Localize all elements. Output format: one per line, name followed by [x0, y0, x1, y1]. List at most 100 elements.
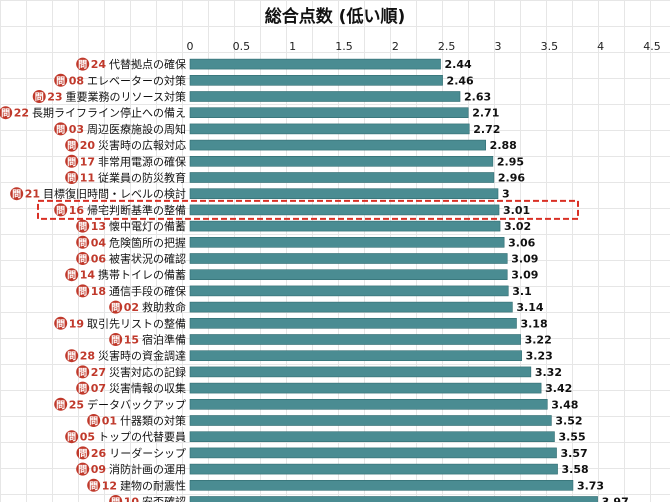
- category-label: 災害対応の記録: [109, 365, 186, 379]
- x-tick-label: 0.5: [233, 40, 251, 53]
- bar: [189, 91, 461, 102]
- category-label: 重要業務のリソース対策: [66, 90, 186, 104]
- category-label: 非常用電源の確保: [98, 154, 186, 168]
- category-label: 被害状況の確認: [109, 252, 186, 266]
- bar: [189, 301, 513, 313]
- question-number: 08: [69, 74, 84, 87]
- data-label: 2.71: [472, 107, 499, 120]
- x-tick-label: 2: [392, 40, 399, 53]
- chart-title: 総合点数 (低い順): [265, 6, 405, 27]
- data-label: 2.95: [497, 155, 524, 168]
- bar: [189, 107, 469, 118]
- question-badge-text: 問: [78, 448, 87, 459]
- question-badge-icon: [32, 90, 46, 103]
- question-number: 25: [69, 398, 84, 411]
- data-label: 3.32: [535, 366, 562, 379]
- bar: [189, 188, 499, 199]
- category-label: 携帯トイレの備蓄: [98, 268, 186, 282]
- question-number: 14: [80, 269, 96, 282]
- bar: [189, 58, 441, 70]
- x-axis-ticks: 0 0.5 1 1.5 2 2.5 3 3.5 4 4.5: [187, 40, 661, 53]
- question-badge-text: 問: [67, 432, 76, 443]
- category-label: トップの代替要員: [98, 430, 186, 444]
- bar: [189, 204, 500, 216]
- x-tick-label: 2.5: [438, 40, 456, 53]
- question-badge-icon: [76, 462, 90, 476]
- question-badge-text: 問: [1, 108, 10, 119]
- question-badge-icon: [54, 397, 68, 411]
- x-tick-label: 4: [597, 40, 604, 53]
- question-number: 23: [47, 91, 62, 104]
- bar: [189, 139, 486, 151]
- category-label: 代替拠点の確保: [109, 57, 186, 71]
- data-label: 3.14: [516, 301, 543, 314]
- data-label: 3.58: [562, 463, 589, 476]
- question-number: 10: [124, 496, 140, 502]
- category-label: 災害時の広報対応: [98, 138, 186, 152]
- category-label: 災害情報の収集: [109, 381, 186, 395]
- question-badge-icon: [109, 495, 123, 502]
- category-label: リーダーシップ: [109, 446, 186, 460]
- question-number: 09: [91, 463, 106, 476]
- question-badge-text: 問: [56, 76, 65, 87]
- question-badge-icon: [65, 349, 79, 363]
- question-number: 12: [102, 479, 117, 492]
- question-badge-icon: [54, 203, 68, 217]
- bar-row: 2.63 重要業務のリソース対策 23問: [32, 90, 491, 104]
- question-badge-text: 問: [78, 465, 87, 476]
- category-label: 宿泊準備: [142, 333, 186, 347]
- question-number: 02: [124, 301, 139, 314]
- category-label: 救助救命: [142, 300, 186, 314]
- bar: [189, 317, 517, 329]
- question-number: 24: [91, 58, 107, 71]
- category-label: 取引先リストの整備: [87, 316, 186, 330]
- question-badge-icon: [65, 171, 79, 184]
- data-label: 3.97: [602, 496, 629, 502]
- question-badge-text: 問: [111, 303, 120, 314]
- question-number: 27: [91, 366, 106, 379]
- data-label: 2.63: [464, 91, 491, 104]
- category-label: 従業員の防災教育: [98, 171, 186, 185]
- question-number: 16: [69, 204, 85, 217]
- question-badge-text: 問: [67, 157, 76, 168]
- x-tick-label: 1: [289, 40, 296, 53]
- category-label: 通信手段の確保: [109, 284, 186, 298]
- data-label: 3.73: [577, 479, 604, 492]
- question-badge-icon: [54, 122, 68, 136]
- data-label: 3.09: [511, 269, 538, 282]
- question-badge-text: 問: [78, 286, 87, 297]
- question-number: 15: [124, 334, 139, 347]
- data-label: 3.01: [503, 204, 530, 217]
- question-badge-icon: [76, 365, 90, 379]
- question-badge-text: 問: [67, 141, 76, 152]
- data-label: 3.52: [555, 415, 582, 428]
- question-number: 04: [91, 236, 107, 249]
- bar: [189, 237, 505, 248]
- bar: [189, 123, 470, 135]
- question-badge-text: 問: [78, 60, 87, 71]
- data-label: 3.57: [561, 447, 588, 460]
- data-label: 2.46: [447, 74, 474, 87]
- question-number: 22: [14, 107, 29, 120]
- question-badge-icon: [0, 106, 13, 120]
- question-number: 07: [91, 382, 106, 395]
- bar: [189, 366, 532, 378]
- question-badge-text: 問: [56, 400, 65, 411]
- question-number: 11: [80, 172, 95, 185]
- question-badge-icon: [87, 478, 101, 492]
- category-label: 周辺医療施設の周知: [87, 122, 186, 136]
- question-badge-icon: [76, 381, 90, 395]
- question-number: 19: [69, 317, 84, 330]
- data-label: 3.1: [512, 285, 532, 298]
